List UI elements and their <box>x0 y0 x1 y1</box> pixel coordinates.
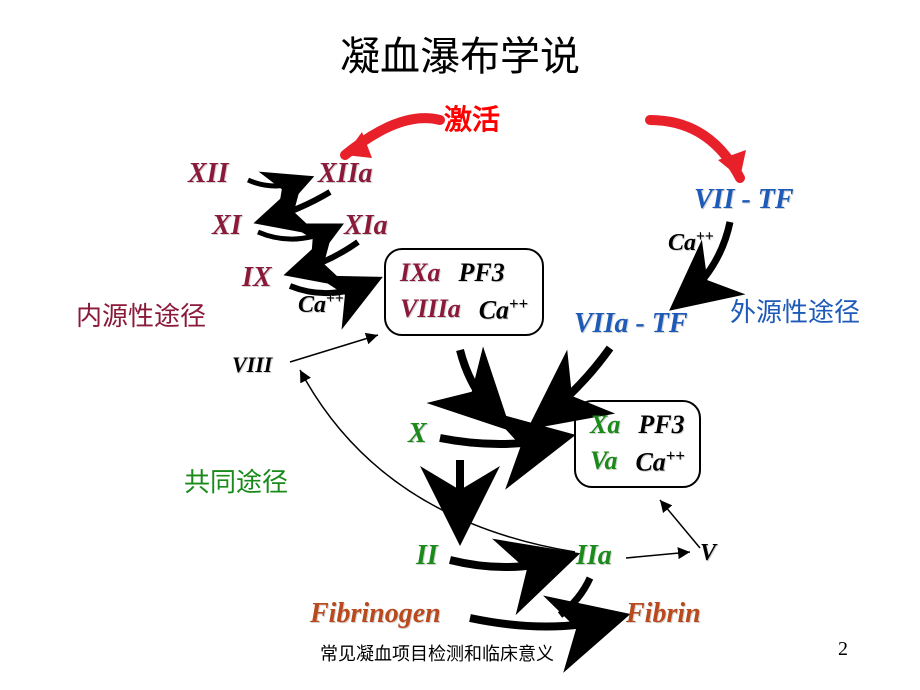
label-common: 共同途径 <box>184 462 288 499</box>
label-vii-tf: VII - TF <box>694 184 794 216</box>
arrow-xia-ix <box>295 242 358 272</box>
label-iia: IIa <box>576 540 612 572</box>
label-xiia: XIIa <box>318 158 372 190</box>
arrow-iia-viii <box>300 370 575 552</box>
arrow-box1-down <box>460 350 500 420</box>
arrow-viii-box <box>290 335 378 362</box>
label-extrinsic: 外源性途径 <box>730 292 860 329</box>
label-v: V <box>700 540 716 567</box>
label-xii: XII <box>188 158 228 190</box>
label-fibrinogen: Fibrinogen <box>310 598 441 630</box>
label-viia-tf: VIIa - TF <box>574 308 688 340</box>
arrow-ii-iia <box>450 558 565 567</box>
arrow-v-box2 <box>660 500 700 548</box>
arrow-fibrinogen-fibrin <box>470 618 615 627</box>
arrow-x-xa <box>440 438 560 444</box>
label-ix: IX <box>242 262 272 294</box>
label-ca1: Ca++ <box>298 290 344 319</box>
label-x: X <box>408 418 427 450</box>
arrow-iia-down <box>560 578 590 615</box>
label-viii: VIII <box>232 352 272 378</box>
label-ii: II <box>416 540 438 572</box>
label-ca2: Ca++ <box>668 228 714 257</box>
arrow-xii-xiia <box>248 180 305 186</box>
arrow-activate-right <box>650 120 740 178</box>
label-xia: XIa <box>344 210 388 242</box>
arrow-xiia-xi <box>265 192 330 220</box>
arrow-iia-v <box>626 552 690 558</box>
page-number: 2 <box>838 638 848 661</box>
label-intrinsic: 内源性途径 <box>76 296 206 333</box>
arrow-xi-xia <box>258 228 335 239</box>
label-fibrin: Fibrin <box>626 598 701 630</box>
footer-text: 常见凝血项目检测和临床意义 <box>320 640 554 666</box>
complex-box-1: IXa PF3 VIIIa Ca++ <box>384 248 544 336</box>
arrow-activate-left <box>345 118 440 155</box>
label-activate: 激活 <box>444 98 500 138</box>
label-xi: XI <box>212 210 242 242</box>
complex-box-2: Xa PF3 Va Ca++ <box>574 400 701 488</box>
slide-title: 凝血瀑布学说 <box>340 24 580 82</box>
